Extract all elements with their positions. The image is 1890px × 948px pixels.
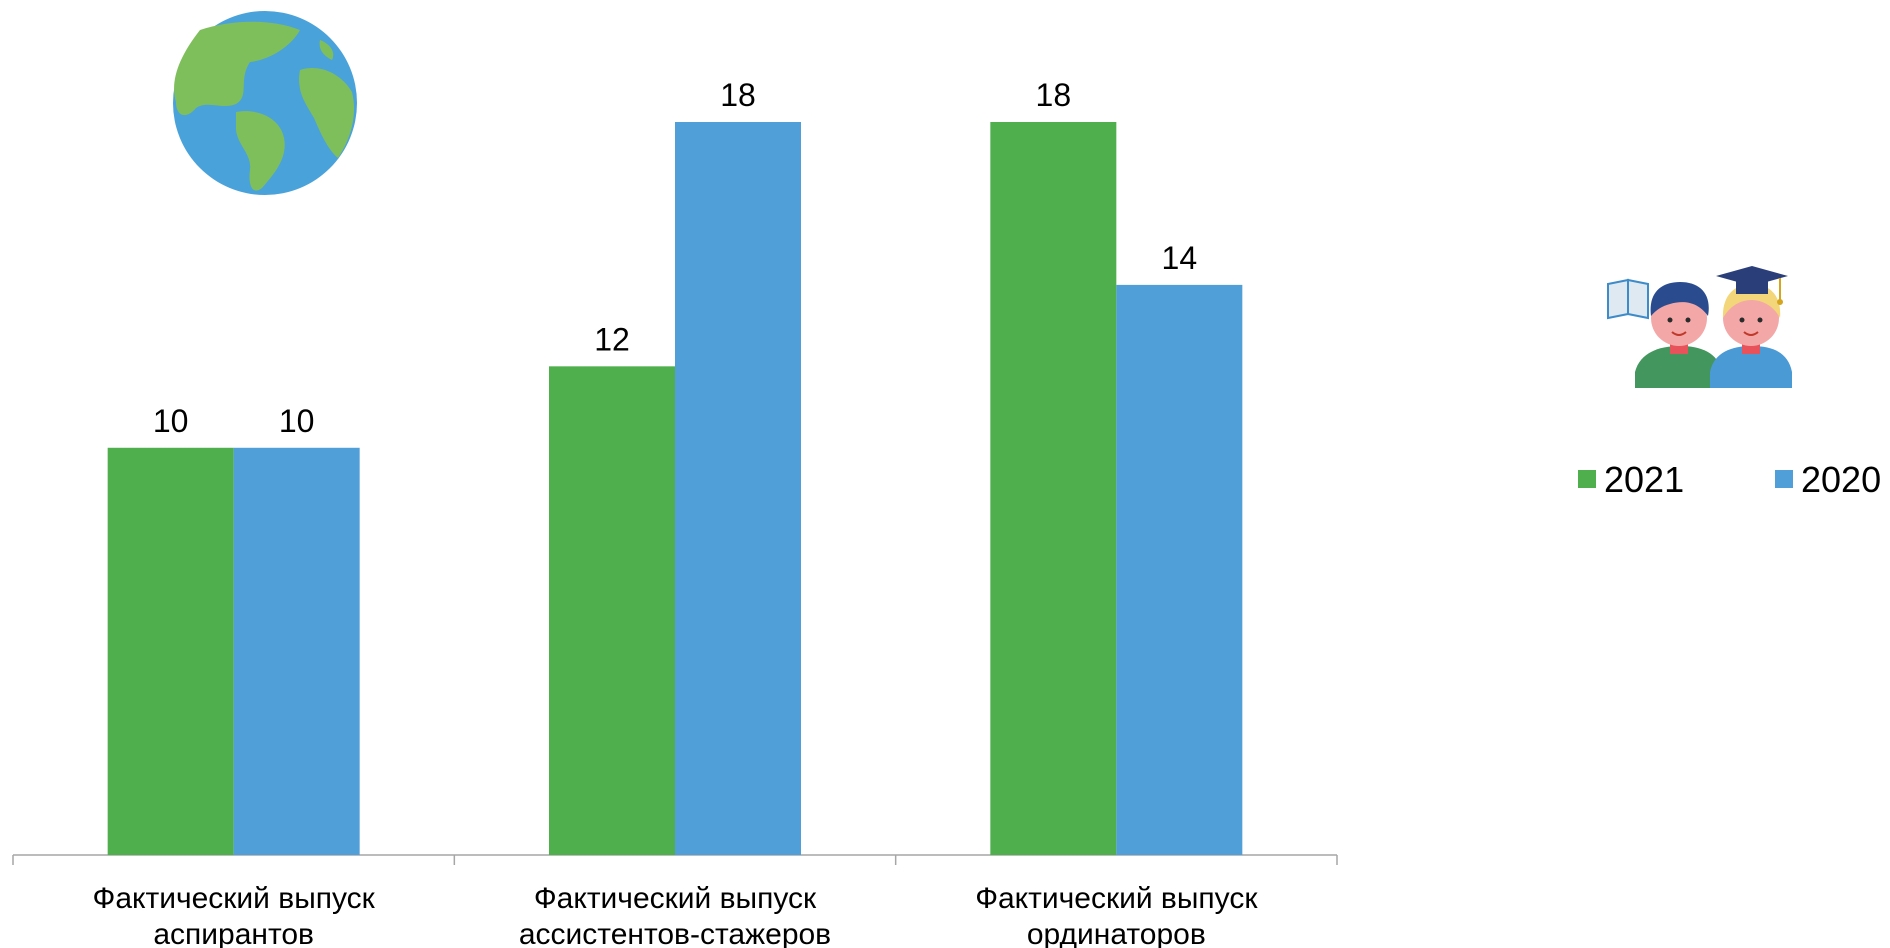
legend-label: 2021 bbox=[1604, 459, 1684, 500]
data-label: 18 bbox=[720, 77, 756, 113]
bar-2021 bbox=[107, 447, 234, 855]
data-label: 12 bbox=[594, 321, 630, 357]
category-label: Фактический выпуск bbox=[975, 882, 1258, 915]
category-label: аспирантов bbox=[153, 918, 314, 948]
bar-2021 bbox=[990, 122, 1117, 855]
legend-label: 2020 bbox=[1801, 459, 1881, 500]
bar-2021 bbox=[549, 366, 675, 855]
category-label: ассистентов-стажеров bbox=[519, 918, 831, 948]
legend-swatch-2021 bbox=[1578, 470, 1596, 488]
category-label: Фактический выпуск bbox=[534, 882, 817, 915]
bar-2020 bbox=[233, 447, 360, 855]
data-label: 18 bbox=[1036, 77, 1072, 113]
globe-icon bbox=[173, 11, 357, 195]
category-label: Фактический выпуск bbox=[93, 882, 376, 915]
data-label: 10 bbox=[279, 403, 315, 439]
legend-swatch-2020 bbox=[1775, 470, 1793, 488]
bar-2020 bbox=[675, 122, 801, 855]
category-label: ординаторов bbox=[1027, 918, 1206, 948]
data-label: 14 bbox=[1162, 240, 1198, 276]
students-graduation-icon bbox=[1607, 266, 1792, 388]
bar-2020 bbox=[1116, 284, 1243, 855]
data-label: 10 bbox=[153, 403, 189, 439]
